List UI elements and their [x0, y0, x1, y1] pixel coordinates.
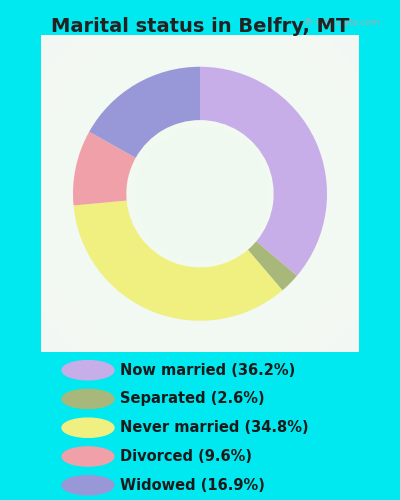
Text: Divorced (9.6%): Divorced (9.6%): [120, 449, 252, 464]
Text: ® City-Data.com: ® City-Data.com: [304, 18, 380, 28]
Circle shape: [62, 476, 114, 495]
Circle shape: [62, 447, 114, 466]
Circle shape: [62, 390, 114, 408]
Circle shape: [62, 360, 114, 380]
Text: Widowed (16.9%): Widowed (16.9%): [120, 478, 265, 493]
Circle shape: [62, 418, 114, 438]
Text: Now married (36.2%): Now married (36.2%): [120, 362, 295, 378]
Wedge shape: [74, 200, 282, 320]
Text: Marital status in Belfry, MT: Marital status in Belfry, MT: [51, 18, 349, 36]
Wedge shape: [73, 132, 136, 206]
Wedge shape: [200, 66, 327, 276]
Text: Separated (2.6%): Separated (2.6%): [120, 392, 265, 406]
Text: Never married (34.8%): Never married (34.8%): [120, 420, 309, 435]
Wedge shape: [248, 242, 297, 290]
Wedge shape: [89, 66, 200, 158]
